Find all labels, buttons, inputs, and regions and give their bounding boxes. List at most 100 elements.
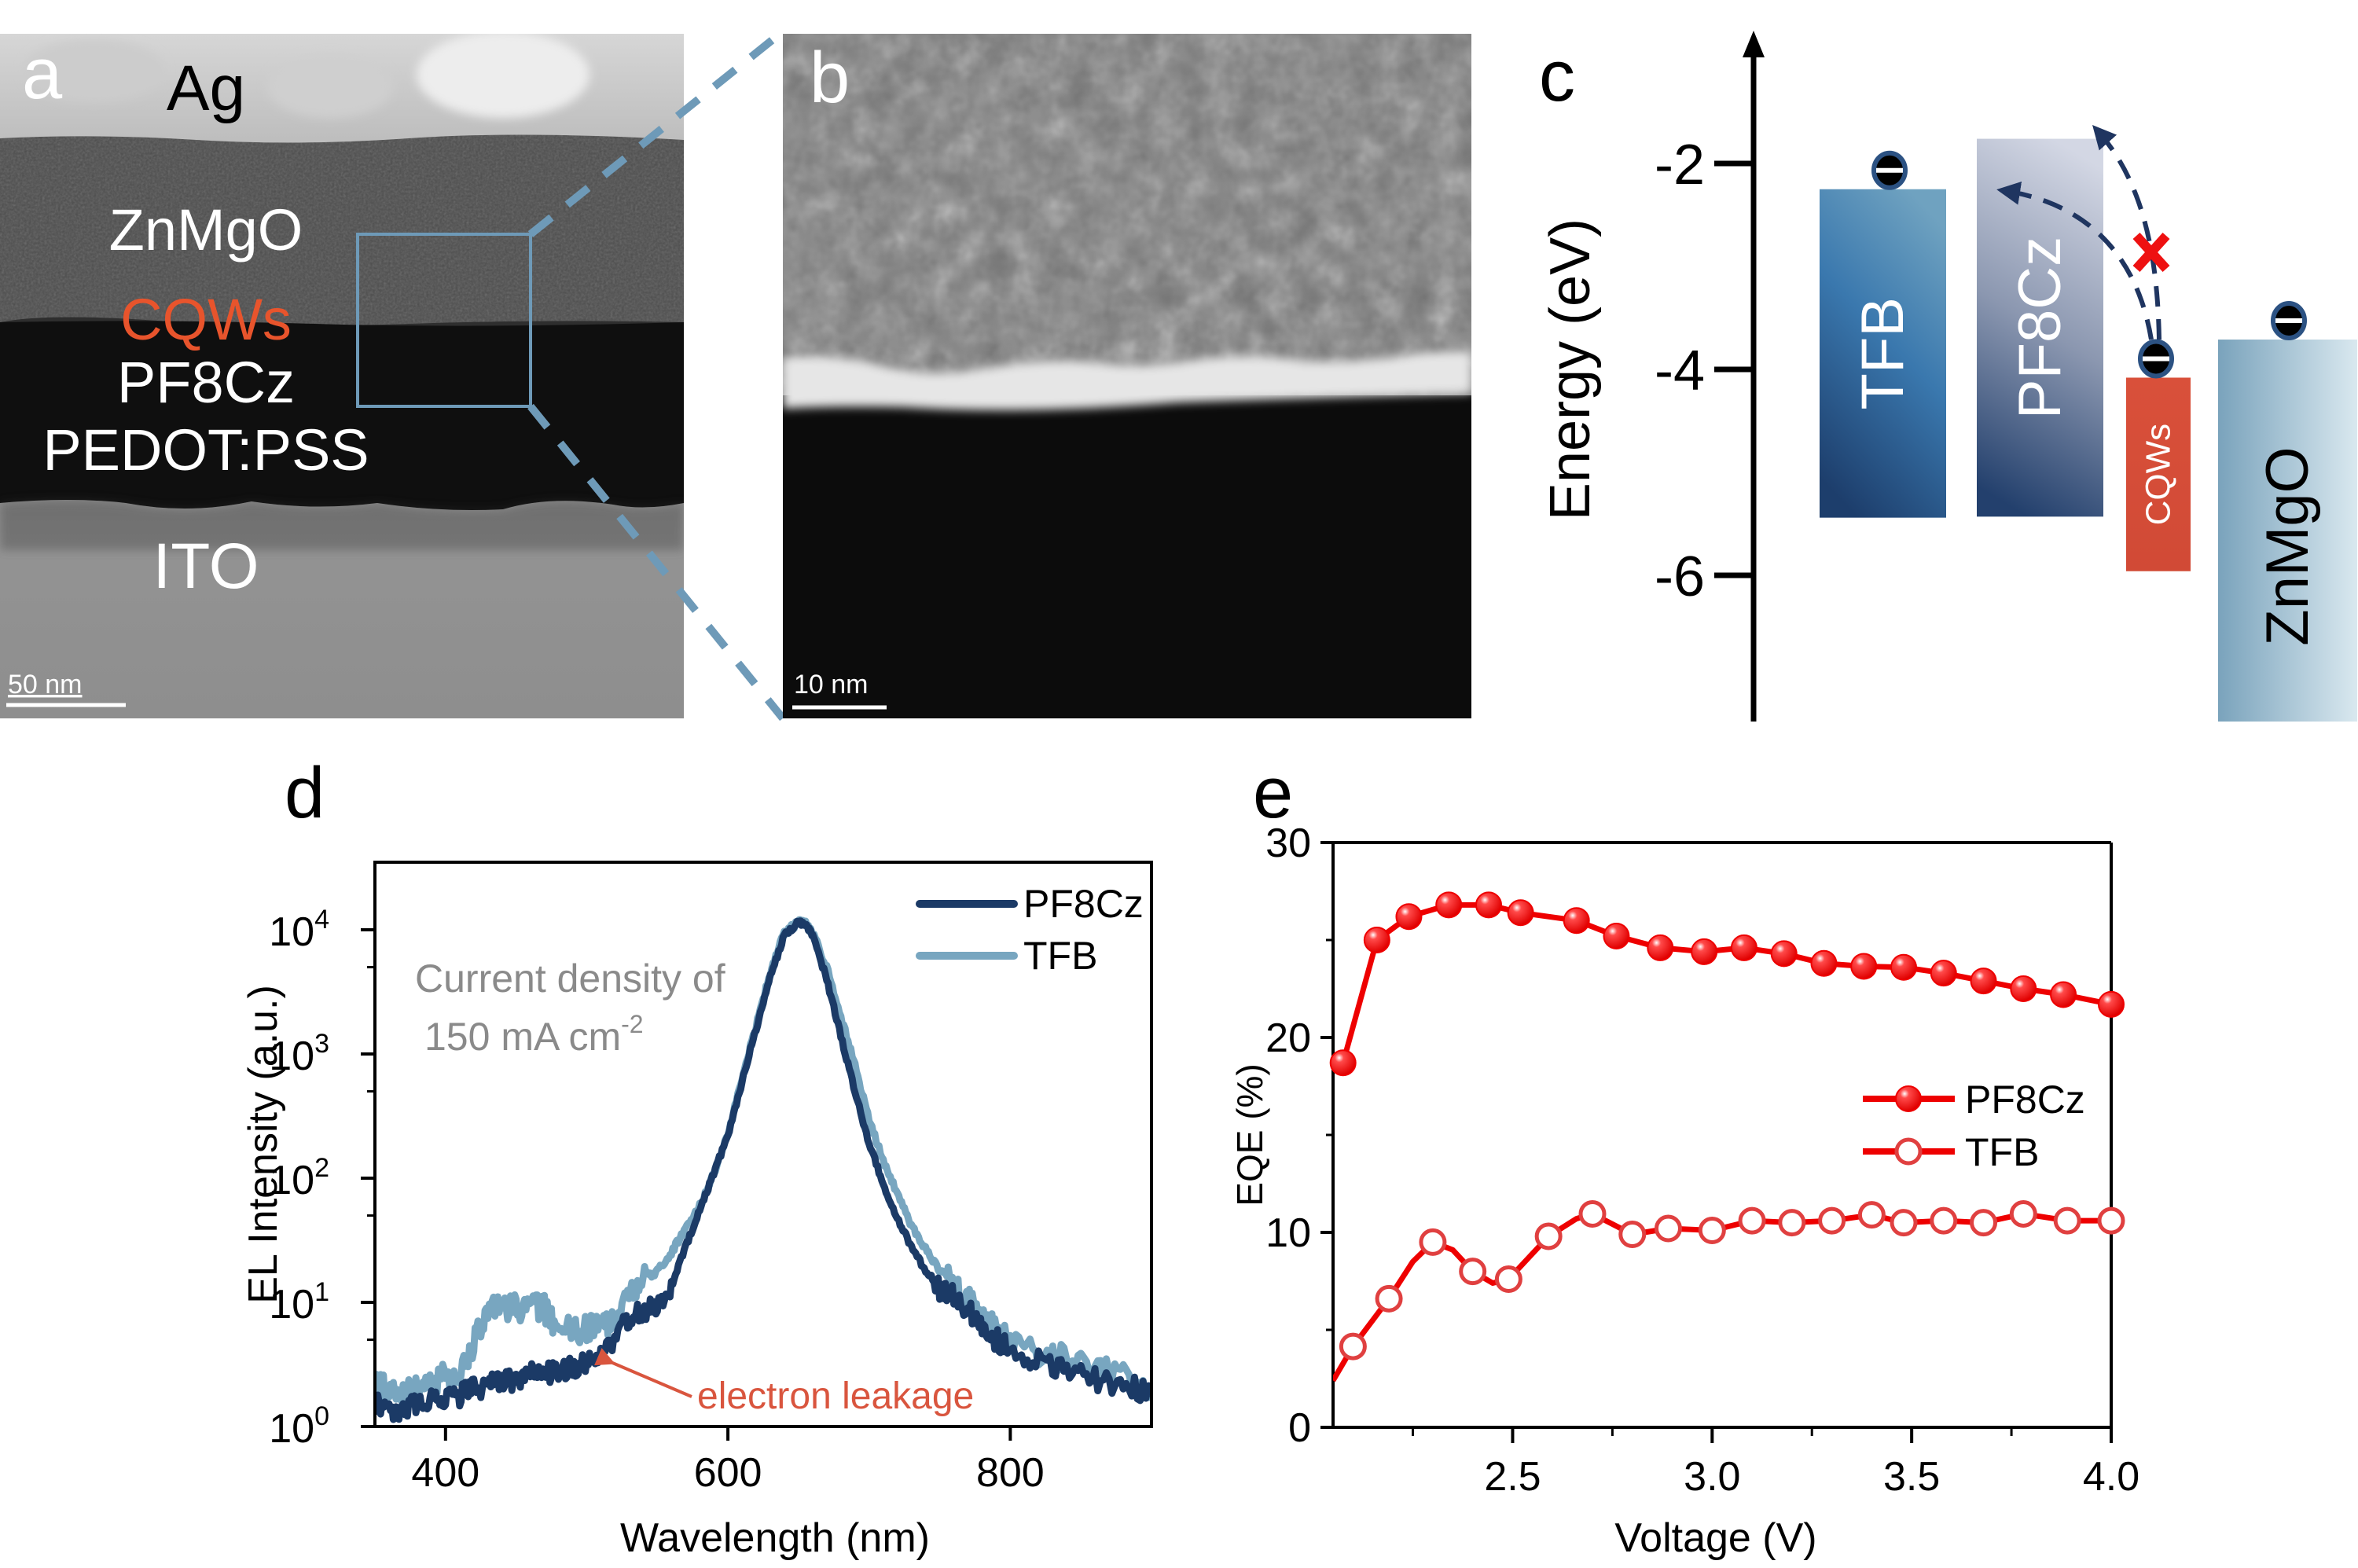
el-y-tick-exponent: 4 <box>314 905 329 935</box>
layer-label-ito: ITO <box>152 531 259 602</box>
tem-image-a <box>0 34 684 718</box>
eqe-point-pf8cz <box>2010 975 2037 1002</box>
panel-e: e EQE (%) Voltage (V) 2.5 3.0 3.5 4.0 0 10 20 3… <box>1229 753 2139 1561</box>
layer-label-cqws: CQWs <box>120 287 292 352</box>
el-series-pf8cz <box>375 917 1151 1423</box>
eqe-legend-swatch-pf8cz-marker <box>1895 1085 1922 1112</box>
eqe-x-tick-label: 2.5 <box>1484 1454 1541 1500</box>
el-legend-label-tfb: TFB <box>1023 934 1097 978</box>
eqe-point-tfb <box>1930 1206 1958 1235</box>
eqe-point-pf8cz <box>2050 981 2077 1008</box>
blocked-x-icon <box>2132 232 2170 273</box>
eqe-point-tfb <box>2097 1206 2125 1235</box>
el-annotation-current-density-exponent: -2 <box>621 1010 643 1038</box>
electron-leakage-arrow <box>594 1348 692 1398</box>
eqe-point-tfb <box>1459 1258 1487 1286</box>
el-legend: PF8Cz TFB <box>916 882 1144 978</box>
el-y-tick-base: 10 <box>269 909 314 955</box>
eqe-point-tfb <box>1419 1228 1447 1256</box>
eqe-point-pf8cz <box>1850 953 1878 980</box>
eqe-point-pf8cz <box>1810 949 1838 977</box>
eqe-point-pf8cz <box>1647 934 1674 961</box>
el-y-tick-exponent: 2 <box>314 1153 329 1183</box>
eqe-x-tick-label: 4.0 <box>2083 1454 2139 1500</box>
eqe-point-pf8cz <box>1329 1049 1357 1077</box>
eqe-point-pf8cz <box>1363 927 1390 953</box>
transfer-arrow-cqws-to-tfb <box>1996 181 2154 340</box>
transfer-arrow-cqws-to-pf8cz <box>2092 125 2162 340</box>
band-tfb <box>1820 189 1946 518</box>
eqe-y-axis-title: EQE (%) <box>1229 1063 1270 1206</box>
el-annotation-current-density-line1: Current density of <box>415 957 725 1001</box>
el-y-tick-label: 104 <box>269 905 329 955</box>
panel-letter-e: e <box>1253 753 1293 833</box>
scale-bar-a-label: 50 nm <box>8 670 83 700</box>
el-x-tick-label: 600 <box>694 1450 762 1496</box>
eqe-legend-swatch-tfb-marker <box>1894 1137 1923 1166</box>
el-y-tick-exponent: 1 <box>314 1277 329 1307</box>
layer-label-znmgo: ZnMgO <box>109 197 303 263</box>
zoom-region-box <box>356 233 532 408</box>
eqe-y-tick-label: 30 <box>1265 821 1311 866</box>
eqe-point-tfb <box>1738 1206 1766 1235</box>
energy-tick-label: -4 <box>1655 340 1705 402</box>
eqe-point-pf8cz <box>1435 891 1463 919</box>
energy-tick-label: -6 <box>1655 545 1705 608</box>
eqe-point-pf8cz <box>1691 938 1718 965</box>
eqe-point-tfb <box>1578 1199 1607 1228</box>
eqe-point-tfb <box>1698 1217 1726 1245</box>
el-y-tick-exponent: 3 <box>314 1029 329 1059</box>
band-cqws <box>2126 377 2191 571</box>
electron-icon <box>2271 301 2307 341</box>
panel-b: b 10 nm <box>783 34 1471 718</box>
panel-a: a Ag ZnMgO CQWs PF8Cz PEDOT:PSS ITO 50 n… <box>0 34 684 718</box>
electron-minus-sign <box>2143 356 2169 362</box>
eqe-point-pf8cz <box>2098 990 2125 1018</box>
eqe-point-tfb <box>1654 1214 1682 1243</box>
electron-icon <box>1871 150 1908 190</box>
el-legend-label-pf8cz: PF8Cz <box>1023 882 1144 926</box>
el-y-tick-base: 10 <box>269 1034 314 1079</box>
energy-bands: TFB PF8Cz CQWs ZnMgO <box>1820 138 2357 722</box>
eqe-point-pf8cz <box>1563 907 1590 935</box>
el-y-tick-base: 10 <box>269 1282 314 1327</box>
panel-letter-b: b <box>810 38 850 118</box>
layer-label-ag: Ag <box>167 53 245 124</box>
eqe-x-tick-label: 3.5 <box>1883 1454 1940 1500</box>
panel-letter-c: c <box>1539 36 1575 116</box>
eqe-point-pf8cz <box>1730 934 1757 961</box>
eqe-point-tfb <box>1618 1220 1647 1248</box>
layer-label-pf8cz: PF8Cz <box>117 350 295 415</box>
eqe-point-pf8cz <box>1395 903 1423 931</box>
eqe-point-pf8cz <box>1603 923 1630 950</box>
panel-d: d EL Intensity (a.u.) Wavelength (nm) 40… <box>241 753 1153 1561</box>
eqe-point-pf8cz <box>1507 899 1534 927</box>
eqe-x-axis-title: Voltage (V) <box>1614 1515 1816 1561</box>
electron-icon <box>2138 339 2174 379</box>
eqe-y-tick-label: 20 <box>1265 1015 1311 1061</box>
el-x-tick-label: 800 <box>976 1450 1045 1496</box>
electron-minus-sign <box>2275 318 2302 324</box>
energy-axis-title: Energy (eV) <box>1539 218 1602 520</box>
el-y-tick-base: 10 <box>269 1406 314 1452</box>
energy-axis-arrow-icon <box>1743 31 1765 58</box>
eqe-point-tfb <box>1778 1209 1806 1237</box>
eqe-y-tick-label: 10 <box>1265 1210 1311 1256</box>
scale-bar-b-label: 10 nm <box>794 670 869 700</box>
eqe-point-tfb <box>1494 1265 1522 1294</box>
layer-label-pedot-pss: PEDOT:PSS <box>42 417 369 483</box>
el-y-tick-label: 101 <box>269 1277 329 1327</box>
panel-c: c Energy (eV) -2 -4 -6 TFB PF8Cz CQWs ZnMgO <box>1539 31 2357 722</box>
energy-axis: -2 -4 -6 <box>1655 31 1765 722</box>
el-y-axis-title: EL Intensity (a.u.) <box>241 985 286 1304</box>
energy-tick-label: -2 <box>1655 134 1705 196</box>
band-label-znmgo: ZnMgO <box>2254 446 2321 645</box>
electron-minus-sign <box>1876 167 1903 173</box>
band-label-cqws: CQWs <box>2139 424 2178 526</box>
panel-letter-a: a <box>22 34 63 114</box>
eqe-legend: PF8Cz TFB <box>1863 1078 2085 1174</box>
el-annotation-current-density-line2: 150 mA cm-2 <box>424 1010 644 1059</box>
el-x-tick-label: 400 <box>411 1450 479 1496</box>
el-y-tick-label: 103 <box>269 1029 329 1079</box>
zoom-connector <box>527 28 786 722</box>
